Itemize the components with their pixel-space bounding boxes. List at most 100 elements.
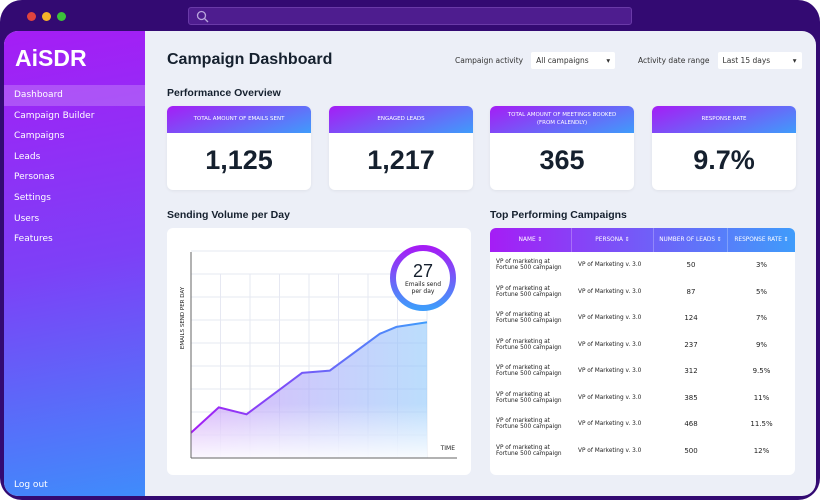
sort-icon: ⇕ (537, 237, 543, 243)
window-controls (27, 12, 66, 21)
table-cell: 385 (684, 393, 698, 402)
maximize-button[interactable] (57, 12, 66, 21)
table-cell: 124 (684, 314, 698, 323)
sidebar-item-users[interactable]: Users (14, 213, 40, 224)
table-body: VP of marketing at Fortune 500 campaign V… (490, 252, 795, 464)
table-cell: 500 (684, 446, 698, 455)
table-row[interactable]: VP of marketing at Fortune 500 campaign V… (490, 305, 795, 332)
daily-emails-label: Emails send per day (405, 281, 441, 295)
x-axis-label: TIME (440, 445, 456, 452)
table-cell: 50 (686, 261, 696, 270)
kpi-card: RESPONSE RATE 9.7% (652, 106, 796, 190)
sidebar-item-features[interactable]: Features (14, 234, 53, 245)
column-label: NUMBER OF LEADS (659, 237, 716, 243)
table-cell: VP of marketing at Fortune 500 campaign (496, 285, 562, 298)
search-bar[interactable] (188, 7, 632, 25)
column-label: PERSONA (595, 237, 624, 243)
page-title: Campaign Dashboard (167, 51, 333, 68)
table-row[interactable]: VP of marketing at Fortune 500 campaign V… (490, 358, 795, 385)
column-header-name[interactable]: NAME ⇕ (490, 228, 572, 252)
table-row[interactable]: VP of marketing at Fortune 500 campaign V… (490, 438, 795, 465)
kpi-label: TOTAL AMOUNT OF MEETINGS BOOKED (FROM CA… (490, 106, 634, 133)
table-cell: 11.5% (750, 420, 773, 429)
daily-emails-ring (390, 245, 456, 311)
kpi-value: 1,217 (367, 145, 435, 175)
search-icon (196, 10, 209, 23)
close-button[interactable] (27, 12, 36, 21)
sidebar-nav: Dashboard Campaign Builder Campaigns Lea… (4, 85, 145, 250)
caret-down-icon: ▾ (606, 56, 611, 65)
date-range-select[interactable]: Last 15 days ▾ (717, 52, 802, 69)
table-cell: 312 (684, 367, 698, 376)
table-row[interactable]: VP of marketing at Fortune 500 campaign V… (490, 411, 795, 438)
caret-down-icon: ▾ (792, 56, 797, 65)
filter-label: Campaign activity (455, 56, 524, 65)
kpi-value: 9.7% (693, 145, 755, 175)
logout-link[interactable]: Log out (14, 480, 48, 490)
table-cell: VP of marketing at Fortune 500 campaign (496, 418, 562, 431)
campaign-filter: Campaign activity All campaigns ▾ (455, 52, 616, 69)
y-axis-label: EMAILS SEND PER DAY (180, 286, 186, 349)
table-cell: 12% (753, 446, 770, 455)
kpi-card: TOTAL AMOUNT OF MEETINGS BOOKED (FROM CA… (490, 106, 634, 190)
table-cell: VP of Marketing v. 3.0 (578, 368, 642, 375)
table-cell: VP of marketing at Fortune 500 campaign (496, 259, 562, 272)
sidebar-item-settings[interactable]: Settings (14, 192, 51, 203)
kpi-value: 365 (539, 145, 585, 175)
table-cell: 468 (684, 420, 698, 429)
kpi-label: ENGAGED LEADS (329, 106, 473, 133)
section-title: Sending Volume per Day (167, 209, 290, 221)
table-row[interactable]: VP of marketing at Fortune 500 campaign V… (490, 385, 795, 412)
table-cell: VP of Marketing v. 3.0 (578, 288, 642, 295)
sort-icon: ⇕ (716, 237, 722, 243)
table-cell: 3% (755, 261, 768, 270)
table-cell: VP of marketing at Fortune 500 campaign (496, 312, 562, 325)
table-cell: VP of Marketing v. 3.0 (578, 262, 642, 269)
table-cell: 9.5% (752, 367, 771, 376)
area-fade (191, 322, 427, 458)
section-title: Performance Overview (167, 87, 281, 99)
kpi-label: TOTAL AMOUNT OF EMAILS SENT (167, 106, 311, 133)
logo: AiSDR (15, 45, 87, 71)
sort-icon: ⇕ (783, 237, 789, 243)
sidebar-item-personas[interactable]: Personas (14, 172, 55, 183)
column-label: RESPONSE RATE (734, 237, 782, 243)
date-range-filter: Activity date range Last 15 days ▾ (638, 52, 802, 69)
kpi-value: 1,125 (205, 145, 273, 175)
sort-icon: ⇕ (624, 237, 630, 243)
area-chart: TIME EMAILS SEND PER DAY 27 Emails send p… (180, 245, 457, 459)
sidebar-item-dashboard[interactable]: Dashboard (4, 85, 145, 106)
column-header-persona[interactable]: PERSONA ⇕ (572, 228, 654, 252)
sidebar-item-campaigns[interactable]: Campaigns (14, 131, 65, 142)
table-cell: 5% (755, 287, 768, 296)
column-header-leads[interactable]: NUMBER OF LEADS ⇕ (654, 228, 728, 252)
app-window: AiSDR Dashboard Campaign Builder Campaig… (4, 31, 816, 496)
kpi-label: RESPONSE RATE (652, 106, 796, 133)
table-cell: VP of Marketing v. 3.0 (578, 394, 642, 401)
table-row[interactable]: VP of marketing at Fortune 500 campaign V… (490, 252, 795, 279)
table-cell: 87 (686, 287, 696, 296)
sidebar-item-campaign-builder[interactable]: Campaign Builder (14, 110, 95, 121)
table-row[interactable]: VP of marketing at Fortune 500 campaign V… (490, 279, 795, 306)
series-line (190, 321, 428, 434)
sidebar: AiSDR Dashboard Campaign Builder Campaig… (4, 31, 145, 496)
table-cell: VP of Marketing v. 3.0 (578, 421, 642, 428)
table-cell: 7% (755, 314, 768, 323)
kpi-card: ENGAGED LEADS 1,217 (329, 106, 473, 190)
table-cell: 11% (753, 393, 770, 402)
minimize-button[interactable] (42, 12, 51, 21)
table-row[interactable]: VP of marketing at Fortune 500 campaign V… (490, 332, 795, 359)
sidebar-item-leads[interactable]: Leads (14, 151, 41, 162)
daily-emails-value: 27 (413, 261, 433, 281)
table-cell: VP of Marketing v. 3.0 (578, 341, 642, 348)
table-cell: VP of Marketing v. 3.0 (578, 447, 642, 454)
table-cell: VP of marketing at Fortune 500 campaign (496, 365, 562, 378)
kpi-card: TOTAL AMOUNT OF EMAILS SENT 1,125 (167, 106, 311, 190)
section-title: Top Performing Campaigns (490, 209, 627, 221)
campaign-select[interactable]: All campaigns ▾ (531, 52, 616, 69)
sending-volume-chart: TIME EMAILS SEND PER DAY 27 Emails send p… (167, 228, 471, 475)
table-cell: VP of marketing at Fortune 500 campaign (496, 444, 562, 457)
table-cell: 9% (755, 340, 768, 349)
column-header-response-rate[interactable]: RESPONSE RATE ⇕ (728, 228, 795, 252)
